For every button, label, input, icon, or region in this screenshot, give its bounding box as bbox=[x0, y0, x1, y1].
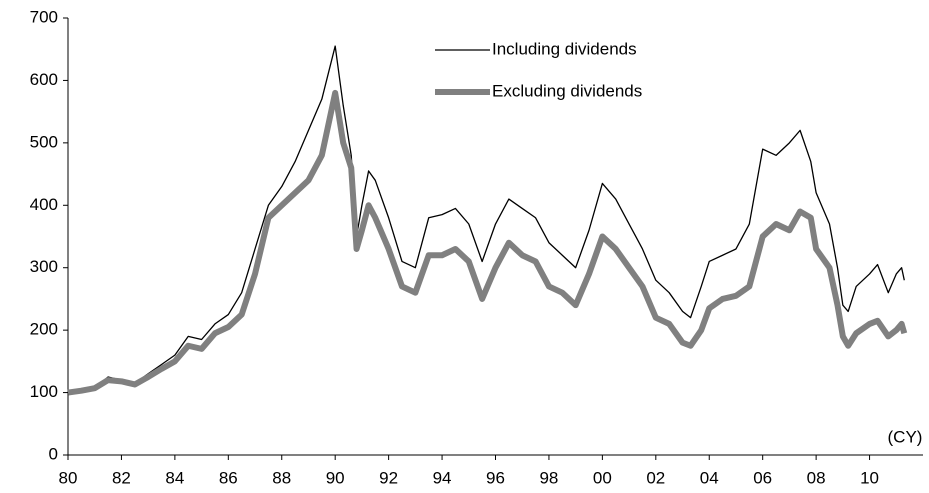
x-tick-label: 90 bbox=[326, 468, 345, 487]
y-tick-label: 700 bbox=[30, 7, 58, 26]
legend-label: Including dividends bbox=[492, 39, 637, 58]
x-tick-label: 06 bbox=[753, 468, 772, 487]
y-tick-label: 600 bbox=[30, 70, 58, 89]
y-tick-label: 0 bbox=[49, 444, 58, 463]
axis-annotation: (CY) bbox=[888, 427, 923, 446]
x-tick-label: 82 bbox=[112, 468, 131, 487]
x-tick-label: 98 bbox=[539, 468, 558, 487]
x-tick-label: 00 bbox=[593, 468, 612, 487]
x-tick-label: 96 bbox=[486, 468, 505, 487]
x-tick-label: 08 bbox=[807, 468, 826, 487]
x-tick-label: 04 bbox=[700, 468, 719, 487]
y-tick-label: 100 bbox=[30, 382, 58, 401]
y-tick-label: 200 bbox=[30, 320, 58, 339]
x-tick-label: 84 bbox=[165, 468, 184, 487]
y-tick-label: 300 bbox=[30, 257, 58, 276]
x-tick-label: 02 bbox=[646, 468, 665, 487]
x-tick-label: 10 bbox=[860, 468, 879, 487]
series-line bbox=[67, 45, 905, 394]
legend-label: Excluding dividends bbox=[492, 81, 642, 100]
x-tick-label: 88 bbox=[272, 468, 291, 487]
x-tick-label: 94 bbox=[433, 468, 452, 487]
y-tick-label: 500 bbox=[30, 132, 58, 151]
y-tick-label: 400 bbox=[30, 195, 58, 214]
x-tick-label: 86 bbox=[219, 468, 238, 487]
x-tick-label: 80 bbox=[59, 468, 78, 487]
x-tick-label: 92 bbox=[379, 468, 398, 487]
series-line bbox=[67, 89, 908, 396]
